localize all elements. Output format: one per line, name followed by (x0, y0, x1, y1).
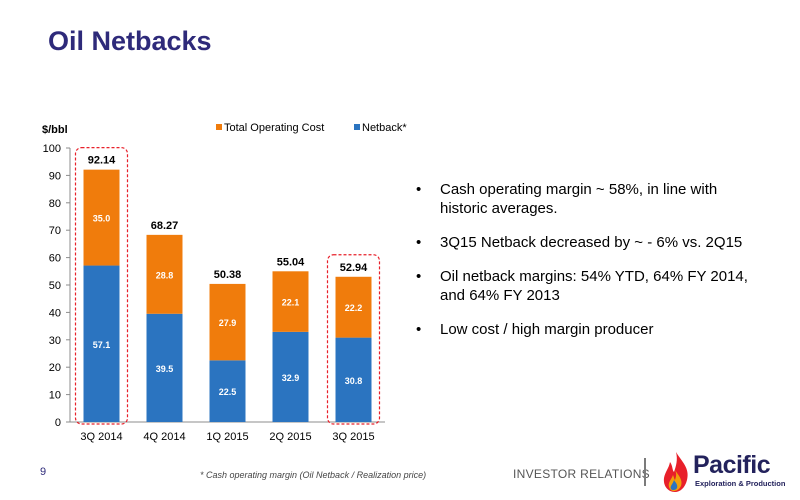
logo-tagline: Exploration & Production (695, 479, 786, 488)
data-label-netback: 57.1 (93, 340, 111, 350)
x-tick-label: 1Q 2015 (206, 431, 248, 443)
y-tick-label: 100 (43, 143, 61, 155)
data-label-operating-cost: 27.9 (219, 318, 237, 328)
legend-label: Netback* (362, 122, 407, 134)
data-label-total: 52.94 (340, 262, 368, 274)
data-label-total: 55.04 (277, 256, 305, 268)
bullet-item: Oil netback margins: 54% YTD, 64% FY 201… (416, 267, 766, 305)
highlight-box (326, 254, 381, 425)
legend-label: Total Operating Cost (224, 122, 324, 134)
data-label-operating-cost: 22.1 (282, 298, 300, 308)
y-tick-label: 20 (49, 362, 61, 374)
data-label-netback: 39.5 (156, 364, 174, 374)
footnote: * Cash operating margin (Oil Netback / R… (200, 470, 427, 480)
logo-wordmark: Pacific (693, 451, 771, 479)
investor-relations-label: INVESTOR RELATIONS (513, 467, 650, 481)
legend-swatch (354, 124, 360, 130)
x-tick-label: 4Q 2014 (143, 431, 185, 443)
highlight-box (74, 147, 129, 425)
data-label-total: 50.38 (214, 269, 242, 281)
x-tick-label: 3Q 2015 (332, 431, 374, 443)
bullet-list: Cash operating margin ~ 58%, in line wit… (416, 180, 766, 354)
footer-divider (644, 458, 646, 486)
x-tick-label: 2Q 2015 (269, 431, 311, 443)
y-tick-label: 80 (49, 198, 61, 210)
bar-operating-cost (209, 283, 246, 361)
data-label-operating-cost: 22.2 (345, 303, 363, 313)
data-label-operating-cost: 28.8 (156, 270, 174, 280)
bar-netback (146, 313, 183, 422)
x-tick-label: 3Q 2014 (80, 431, 122, 443)
y-axis-label: $/bbl (42, 124, 68, 136)
legend-swatch (216, 124, 222, 130)
y-tick-label: 40 (49, 307, 61, 319)
y-tick-label: 30 (49, 335, 61, 347)
y-tick-label: 70 (49, 225, 61, 237)
bar-netback (272, 331, 309, 422)
flame-icon (663, 452, 688, 492)
y-tick-label: 60 (49, 253, 61, 265)
bar-netback (83, 265, 120, 422)
page-number: 9 (40, 466, 47, 478)
data-label-netback: 32.9 (282, 373, 300, 383)
data-label-netback: 22.5 (219, 387, 237, 397)
y-tick-label: 0 (55, 417, 61, 429)
bar-netback (335, 337, 372, 422)
y-tick-label: 90 (49, 170, 61, 182)
bar-operating-cost (335, 276, 372, 338)
y-tick-label: 10 (49, 390, 61, 402)
bar-netback (209, 360, 246, 422)
data-label-total: 92.14 (88, 155, 116, 167)
bar-operating-cost (83, 169, 120, 266)
slide-title: Oil Netbacks (48, 26, 212, 56)
bullet-item: Cash operating margin ~ 58%, in line wit… (416, 180, 766, 218)
data-label-netback: 30.8 (345, 376, 363, 386)
data-label-total: 68.27 (151, 220, 179, 232)
bar-operating-cost (272, 271, 309, 332)
data-label-operating-cost: 35.0 (93, 214, 111, 224)
pacific-logo: Pacific Exploration & Production (660, 450, 790, 494)
bar-operating-cost (146, 234, 183, 314)
bullet-item: 3Q15 Netback decreased by ~ - 6% vs. 2Q1… (416, 233, 766, 252)
bullet-item: Low cost / high margin producer (416, 320, 766, 339)
y-tick-label: 50 (49, 280, 61, 292)
